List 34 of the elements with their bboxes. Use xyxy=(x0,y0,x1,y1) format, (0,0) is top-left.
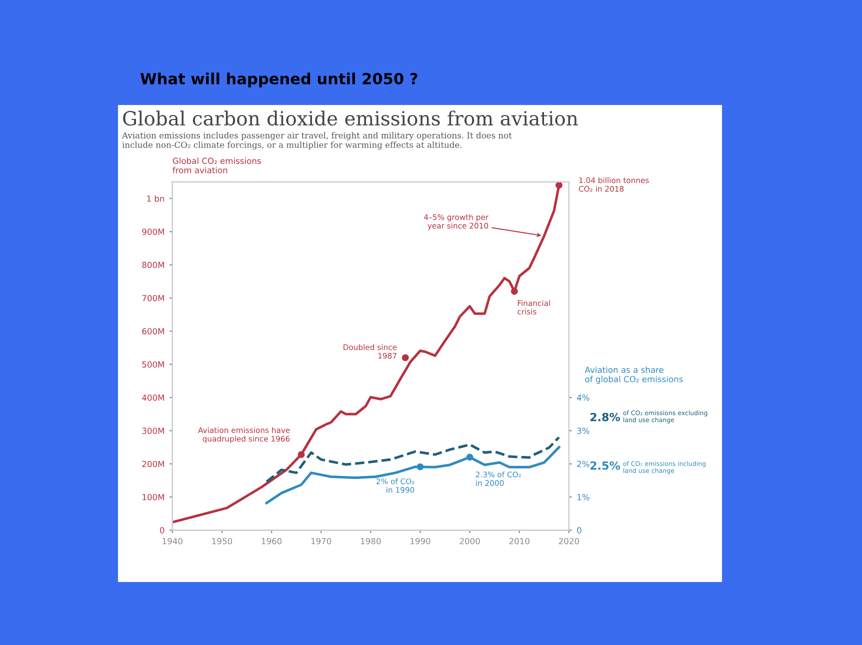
point xyxy=(510,288,518,295)
y-tick-label: 500M xyxy=(142,361,164,368)
y2-tick-label: 4% xyxy=(576,394,590,401)
y-tick-label: 300M xyxy=(142,428,164,434)
point xyxy=(556,182,562,189)
y-tick-label: 0 xyxy=(160,527,164,534)
y2-tick-label: 0 xyxy=(577,527,582,534)
point xyxy=(298,451,305,458)
y2-tick-label: 1% xyxy=(577,494,590,500)
chart-title: What will happened until 2050 ? xyxy=(140,72,418,88)
y-tick-label: 600M xyxy=(142,328,164,334)
y-tick-label: 400M xyxy=(142,394,164,401)
x-tick-label: 1990 xyxy=(410,538,430,544)
y-tick-label: 100M xyxy=(142,494,164,500)
line-series xyxy=(265,446,560,504)
y-axis-title: Global CO₂ emissions from aviation xyxy=(172,158,261,174)
x-tick-label: 2020 xyxy=(558,538,579,544)
y-tick-label: 1 bn xyxy=(147,195,164,202)
y2-tick-label: 2% xyxy=(577,460,590,468)
y-tick-label: 700M xyxy=(142,294,164,302)
x-tick-label: 1950 xyxy=(212,538,232,544)
y2-axis-title: Aviation as a share of global CO₂ emissions xyxy=(584,366,683,384)
x-tick-label: 1970 xyxy=(311,538,332,544)
y2-tick-label: 3% xyxy=(577,428,590,434)
y-tick-label: 800M xyxy=(142,262,164,268)
y-tick-label: 900M xyxy=(142,228,164,235)
text: Aviation emissions includes passenger air travel, freight and military operations. It does not include non-CO₂ climate forcings, or a multiplier for warming effects at altitude. xyxy=(122,132,512,150)
chart-subtitle: Global carbon dioxide emissions from aviation xyxy=(123,110,578,126)
x-tick-label: 1960 xyxy=(262,538,282,544)
x-tick-label: 1980 xyxy=(360,538,381,544)
y-tick-label: 200M xyxy=(142,460,164,468)
x-tick-label: 2010 xyxy=(509,538,530,544)
x-tick-label: 2000 xyxy=(460,538,480,544)
x-tick-label: 1940 xyxy=(162,538,182,544)
